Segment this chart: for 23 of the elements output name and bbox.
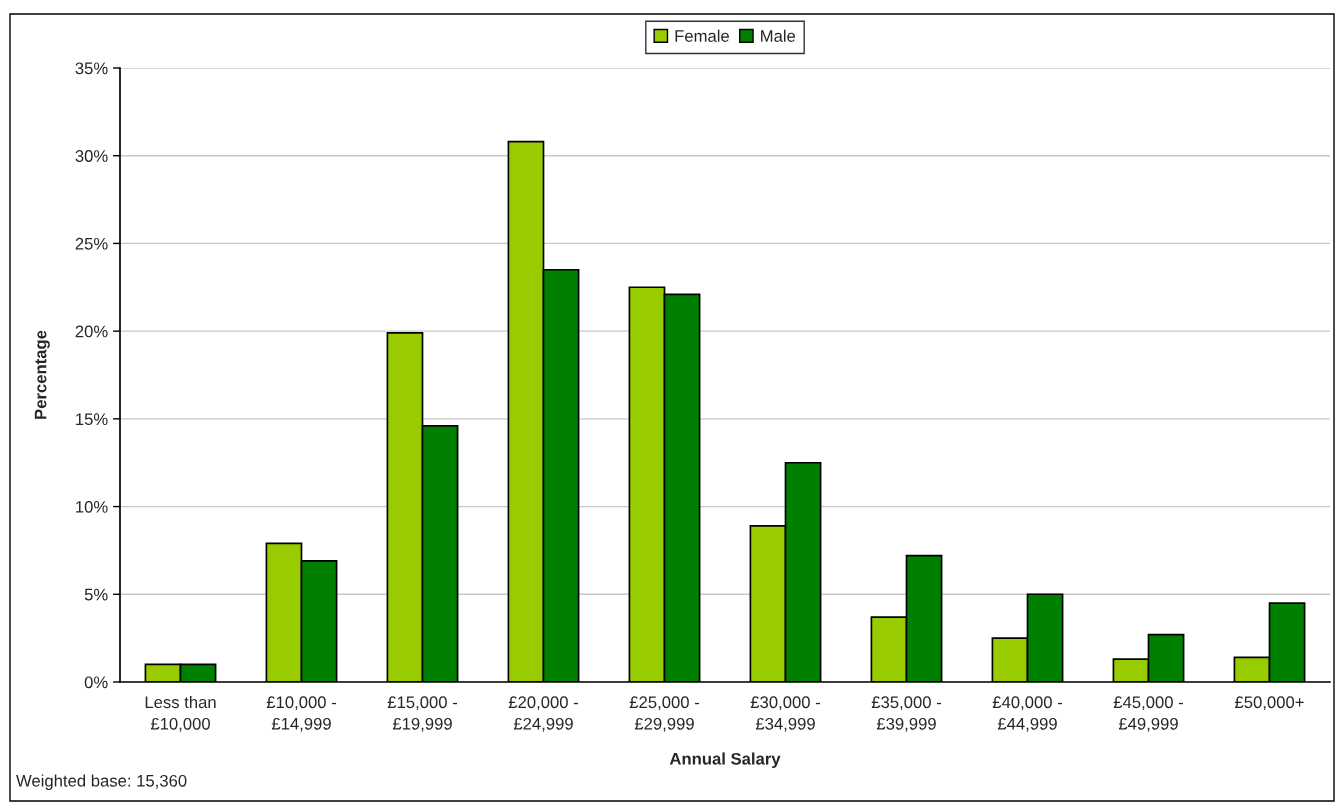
x-tick-label: £50,000+ [1234, 696, 1304, 711]
y-tick-label: 10% [76, 500, 108, 513]
text: Weighted base: 15,360 [16, 774, 187, 790]
x-tick-label: £20,000 - £24,999 [508, 696, 578, 732]
x-tick-label: £10,000 - £14,999 [266, 696, 336, 732]
x-tick-label: £35,000 - £39,999 [871, 696, 941, 732]
y-axis-title: Percentage [34, 330, 50, 419]
y-tick-label: 35% [75, 62, 108, 75]
x-tick-label: £30,000 - £34,999 [750, 696, 820, 732]
legend-label: Male [761, 29, 796, 42]
y-tick-label: 5% [84, 588, 108, 601]
y-tick-label: 25% [75, 237, 108, 250]
y-tick-label: 20% [75, 325, 108, 338]
x-tick-label: Less than £10,000 [145, 695, 216, 732]
x-tick-label: £40,000 - £44,999 [992, 696, 1062, 732]
x-tick-label: £45,000 - £49,999 [1113, 696, 1183, 732]
x-tick-label: £15,000 - £19,999 [387, 696, 457, 732]
legend-label: Female [675, 29, 729, 42]
y-tick-label: 0% [84, 676, 108, 689]
x-axis-title: Annual Salary [669, 752, 781, 768]
y-tick-label: 30% [75, 150, 108, 162]
x-tick-label: £25,000 - £29,999 [629, 696, 699, 732]
y-tick-label: 15% [76, 413, 108, 426]
